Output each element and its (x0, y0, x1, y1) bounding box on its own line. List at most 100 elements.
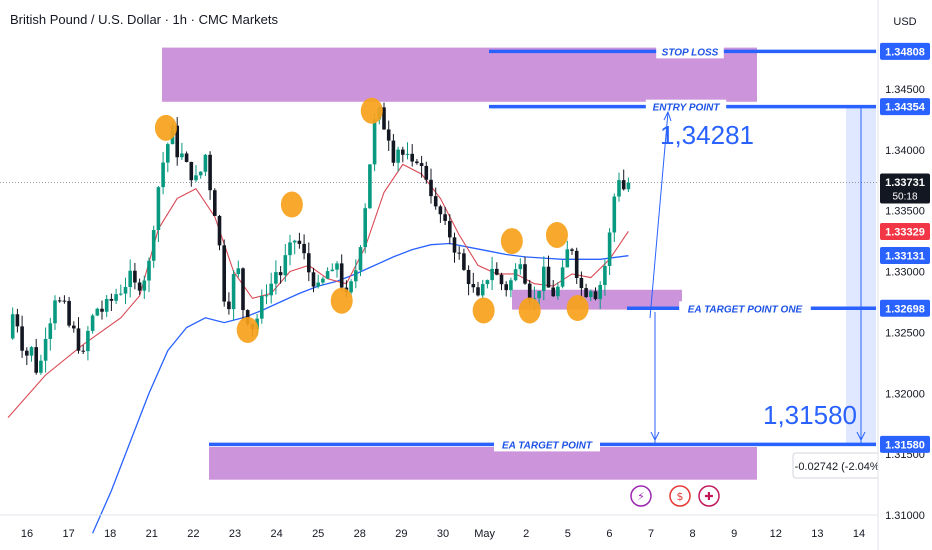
x-tick-label: 17 (62, 528, 74, 540)
candle-body (62, 300, 67, 302)
candle-body (386, 129, 391, 141)
candle-body (307, 253, 311, 273)
x-tick-label: 8 (690, 528, 696, 540)
candle-body (278, 272, 283, 276)
countdown-label: 50:18 (892, 192, 917, 203)
price-label-bg (880, 299, 930, 317)
candle-body (222, 245, 226, 302)
x-tick-label: 7 (648, 528, 654, 540)
swing-marker (236, 316, 259, 343)
x-tick-label: 24 (270, 528, 282, 540)
candle-body (612, 196, 617, 233)
candle-body (217, 215, 222, 246)
candle-body (184, 153, 189, 162)
candle-body (213, 190, 217, 216)
candle-body (551, 287, 555, 297)
candle-body (363, 208, 367, 248)
candle-body (20, 326, 24, 351)
candle-body (476, 287, 480, 296)
candle-body (448, 220, 452, 238)
candle-body (584, 288, 588, 297)
candle-body (283, 255, 288, 276)
candle-body (137, 282, 142, 291)
candle-body (565, 249, 570, 268)
price-label: 1.34354 (885, 102, 926, 114)
level-label: EA TARGET POINT ONE (688, 304, 803, 315)
candle-body (15, 314, 20, 327)
candle-body (292, 240, 297, 243)
candle-body (166, 144, 170, 163)
level-label: STOP LOSS (662, 47, 719, 58)
candle-body (593, 291, 598, 300)
candle-body (603, 265, 607, 285)
level-label-bg (679, 301, 811, 316)
x-tick-label: 25 (312, 528, 324, 540)
candle-body (203, 154, 208, 172)
candle-body (269, 283, 273, 296)
candle-body (372, 119, 377, 165)
candle-body (415, 161, 419, 164)
chart-title: British Pound / U.S. Dollar · 1h · CMC M… (10, 12, 279, 27)
candle-body (382, 107, 386, 130)
candle-body (104, 298, 109, 312)
candle-body (509, 280, 513, 291)
candle-body (198, 171, 203, 176)
candle-body (574, 250, 579, 278)
level-label-bg (494, 437, 600, 452)
swing-marker (566, 295, 589, 322)
x-tick-label: 2 (523, 528, 529, 540)
swing-marker (518, 297, 541, 324)
price-label: 1.33131 (885, 251, 925, 263)
candle-body (570, 249, 574, 251)
candle-body (39, 360, 43, 373)
candle-body (523, 264, 527, 284)
event-icon (669, 485, 691, 507)
level-label-bg (656, 44, 724, 59)
candle-body (621, 180, 626, 190)
candle-body (264, 295, 269, 297)
candle-body (288, 242, 292, 256)
candle-body (419, 163, 424, 166)
price-label-bg (880, 222, 930, 240)
swing-marker (330, 287, 353, 314)
candle-body (495, 268, 499, 275)
candle-body (598, 284, 602, 300)
candle-body (86, 330, 90, 352)
candle-body (513, 269, 518, 281)
x-tick-label: 6 (606, 528, 612, 540)
candle-body (560, 267, 565, 287)
candle-body (405, 153, 410, 155)
level-label: EA TARGET POINT (502, 440, 593, 451)
candle-body (302, 243, 306, 254)
price-label: 1.31580 (885, 439, 925, 451)
swing-marker (472, 297, 495, 324)
candle-body (147, 260, 151, 281)
candle-body (90, 315, 95, 331)
candle-body (443, 214, 447, 221)
x-tick-label: 13 (811, 528, 823, 540)
y-tick-label: 1.33500 (885, 206, 925, 218)
candle-body (72, 325, 76, 329)
candle-body (339, 263, 344, 288)
candle-layer (10, 102, 631, 375)
candle-body (607, 232, 612, 266)
x-tick-label: 28 (354, 528, 366, 540)
price-label-bg (880, 247, 930, 265)
candle-body (490, 268, 494, 281)
price-label: 1.34808 (885, 46, 925, 58)
candle-body (95, 308, 100, 316)
candle-body (424, 165, 429, 180)
candle-body (34, 347, 38, 373)
range-arrow-head (856, 431, 866, 442)
price-label: 1.33731 (885, 177, 925, 189)
y-tick-label: 1.33000 (885, 267, 925, 279)
y-tick-label: 1.34000 (885, 145, 925, 157)
candle-body (119, 293, 123, 295)
event-icon-glyph: ⚡ (637, 490, 645, 503)
candle-body (274, 272, 278, 284)
candle-body (100, 308, 104, 312)
candle-body (194, 175, 198, 181)
y-tick-label: 1.34500 (885, 84, 925, 96)
candle-body (466, 269, 471, 285)
